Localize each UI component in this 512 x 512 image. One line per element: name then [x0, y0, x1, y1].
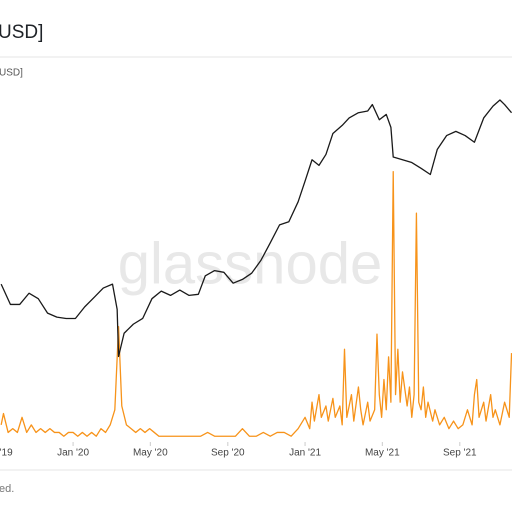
x-tick-label: Sep '19 — [0, 448, 13, 459]
x-tick-label: Sep '20 — [211, 448, 245, 459]
series-line — [0, 99, 512, 358]
x-tick-label: Jan '21 — [289, 448, 321, 459]
x-tick-label: Sep '21 — [443, 448, 477, 459]
watermark: glassnode — [118, 231, 382, 296]
footer: ed. — [0, 483, 14, 495]
chart-title: USD] — [0, 22, 43, 43]
x-tick-label: May '21 — [365, 448, 400, 459]
x-tick-label: Jan '20 — [57, 448, 89, 459]
x-tick-label: May '20 — [133, 448, 168, 459]
series-line — [0, 170, 512, 437]
chart-subtitle: USD] — [0, 68, 23, 79]
